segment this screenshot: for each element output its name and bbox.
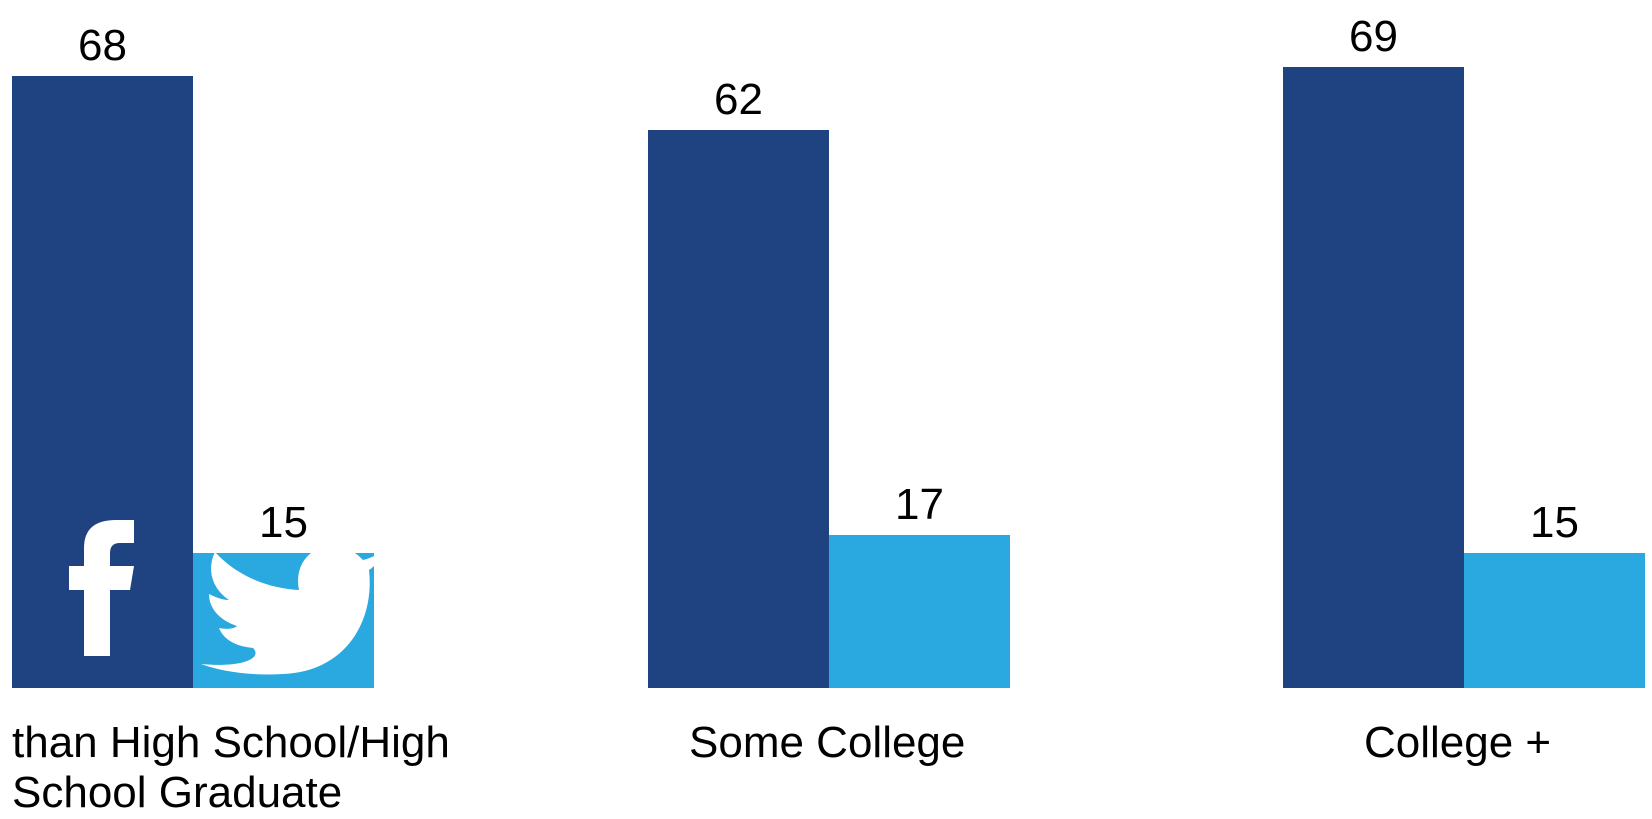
- category-label-2: Some College: [689, 718, 965, 768]
- facebook-icon: [69, 520, 134, 656]
- data-label-series2-cat1: 15: [259, 498, 308, 547]
- data-label-series1-cat2: 62: [714, 75, 763, 124]
- bar-series2-cat3: [1464, 553, 1645, 688]
- category-label-line: School Graduate: [12, 768, 343, 817]
- twitter-bird-icon: [201, 553, 374, 675]
- category-label-line: College +: [1364, 718, 1552, 767]
- category-label-line: than High School/High: [12, 718, 450, 767]
- bar-series2-cat2: [829, 535, 1010, 688]
- category-label-3: College +: [1364, 718, 1551, 768]
- data-label-series2-cat2: 17: [895, 480, 944, 529]
- bar-series1-cat3: [1283, 67, 1464, 688]
- category-label-line: Some College: [689, 718, 966, 767]
- category-label-1: than High School/High School Graduate: [12, 718, 450, 818]
- data-label-series1-cat1: 68: [78, 21, 127, 70]
- data-label-series2-cat3: 15: [1530, 498, 1579, 547]
- bar-series1-cat2: [648, 130, 829, 688]
- data-label-series1-cat3: 69: [1349, 12, 1398, 61]
